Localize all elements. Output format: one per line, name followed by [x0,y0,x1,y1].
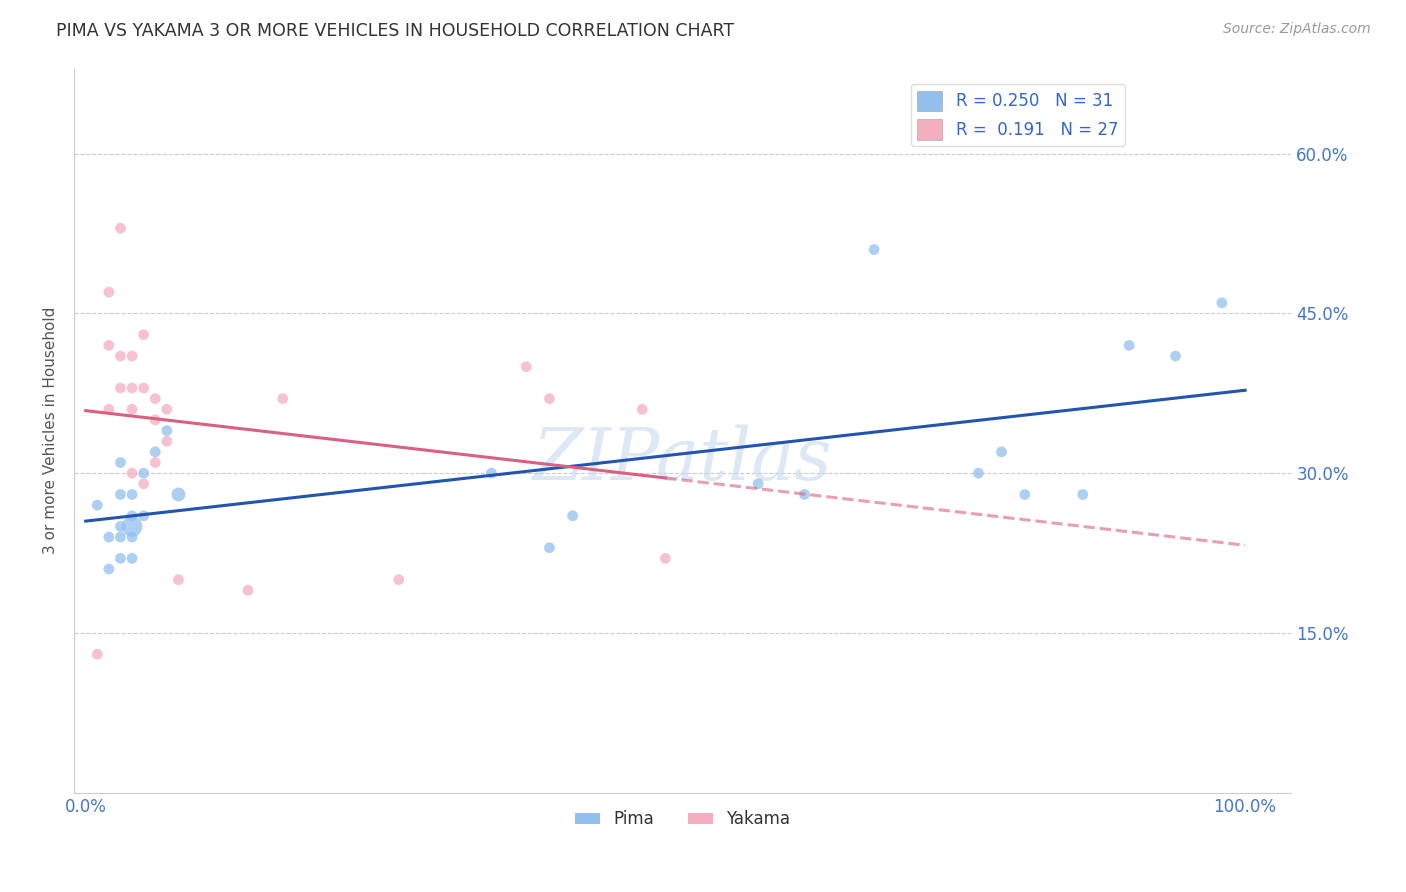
Point [967,466,990,480]
Point [121,508,143,523]
Point [1014,487,1036,501]
Point [97,562,120,576]
Point [538,392,561,406]
Point [143,445,166,459]
Point [97,338,120,352]
Point [132,508,155,523]
Point [156,424,179,438]
Text: ZIPatlas: ZIPatlas [533,425,832,495]
Point [143,413,166,427]
Point [271,392,294,406]
Point [1071,487,1094,501]
Point [236,583,259,598]
Point [86,498,108,512]
Text: Source: ZipAtlas.com: Source: ZipAtlas.com [1223,22,1371,37]
Point [121,519,143,533]
Point [747,476,769,491]
Point [1118,338,1140,352]
Legend: Pima, Yakama: Pima, Yakama [569,804,797,835]
Point [110,487,132,501]
Point [110,519,132,533]
Point [156,402,179,417]
Point [538,541,561,555]
Point [97,285,120,300]
Point [156,434,179,449]
Point [132,466,155,480]
Point [561,508,583,523]
Point [990,445,1012,459]
Point [121,487,143,501]
Point [110,349,132,363]
Point [121,349,143,363]
Point [121,402,143,417]
Point [631,402,654,417]
Point [110,381,132,395]
Point [654,551,676,566]
Point [167,573,190,587]
Text: PIMA VS YAKAMA 3 OR MORE VEHICLES IN HOUSEHOLD CORRELATION CHART: PIMA VS YAKAMA 3 OR MORE VEHICLES IN HOU… [56,22,734,40]
Point [110,530,132,544]
Point [110,551,132,566]
Point [121,381,143,395]
Point [132,381,155,395]
Point [110,221,132,235]
Point [121,466,143,480]
Point [97,530,120,544]
Point [167,487,190,501]
Point [515,359,537,374]
Point [793,487,815,501]
Point [481,466,503,480]
Point [97,402,120,417]
Point [132,327,155,342]
Point [132,476,155,491]
Point [110,456,132,470]
Point [1164,349,1187,363]
Y-axis label: 3 or more Vehicles in Household: 3 or more Vehicles in Household [44,307,58,554]
Point [1211,295,1233,310]
Point [143,392,166,406]
Point [863,243,886,257]
Point [86,647,108,661]
Point [121,530,143,544]
Point [121,551,143,566]
Point [143,456,166,470]
Point [388,573,411,587]
